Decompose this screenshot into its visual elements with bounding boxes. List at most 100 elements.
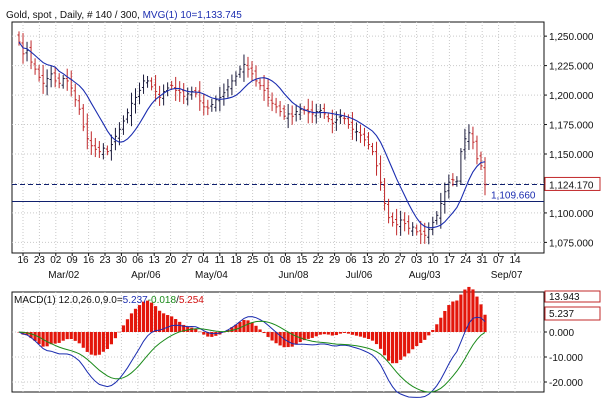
x-day-label: 14 bbox=[509, 255, 521, 266]
histogram-bar bbox=[109, 332, 113, 345]
histogram-bar bbox=[33, 332, 37, 341]
price-tick-label: 1,075.000 bbox=[549, 238, 594, 249]
ma-line bbox=[18, 41, 486, 229]
ohlc-bar bbox=[53, 66, 57, 88]
ohlc-bar bbox=[141, 74, 146, 94]
ohlc-bar bbox=[290, 105, 294, 125]
ohlc-bar bbox=[431, 216, 435, 236]
ohlc-bar bbox=[298, 103, 302, 121]
ohlc-bar bbox=[479, 151, 483, 171]
x-day-label: 23 bbox=[34, 255, 46, 266]
ohlc-bar bbox=[73, 83, 77, 107]
x-day-label: 31 bbox=[477, 255, 489, 266]
histogram-bar bbox=[415, 332, 419, 347]
ohlc-bar bbox=[57, 73, 61, 89]
histogram-bar bbox=[386, 332, 391, 361]
ohlc-bar bbox=[411, 222, 415, 237]
histogram-bar bbox=[81, 332, 85, 348]
ohlc-bar bbox=[234, 71, 238, 86]
ohlc-bar bbox=[354, 122, 359, 142]
histogram-bar bbox=[342, 332, 346, 333]
x-day-label: 25 bbox=[247, 255, 259, 266]
ohlc-bar bbox=[475, 135, 479, 165]
histogram-bar bbox=[475, 296, 479, 332]
histogram-bar bbox=[194, 329, 198, 332]
histogram-bar bbox=[306, 332, 310, 339]
histogram-bar bbox=[447, 305, 451, 332]
ohlc-bar bbox=[37, 64, 41, 82]
price-grid bbox=[12, 22, 544, 253]
histogram-bar bbox=[250, 322, 254, 332]
histogram-bar bbox=[69, 332, 73, 340]
current-price-label: 1,124.170 bbox=[549, 180, 594, 191]
histogram-bar bbox=[141, 301, 146, 332]
histogram-bar bbox=[37, 332, 41, 345]
histogram-bar bbox=[407, 332, 411, 354]
histogram-bar bbox=[85, 332, 89, 352]
histogram-bar bbox=[53, 332, 57, 344]
histogram-bar bbox=[310, 332, 314, 338]
ohlc-bar bbox=[471, 126, 475, 150]
histogram-bar bbox=[294, 332, 298, 345]
x-month-label: May/04 bbox=[195, 270, 228, 281]
ohlc-bar bbox=[403, 212, 407, 232]
x-day-label: 20 bbox=[165, 255, 177, 266]
ohlc-bar bbox=[109, 134, 113, 161]
histogram-bar bbox=[178, 321, 182, 332]
histogram-bar bbox=[270, 332, 274, 341]
histogram-bar bbox=[391, 332, 395, 364]
macd-y-axis: 0.000 -10.000 -20.000 13.943 5.237 bbox=[544, 290, 601, 389]
macd-tick-label: -20.000 bbox=[549, 378, 583, 389]
histogram-bar bbox=[455, 300, 459, 332]
x-day-label: 27 bbox=[181, 255, 193, 266]
histogram-bar bbox=[350, 332, 355, 335]
ohlc-bar bbox=[467, 124, 471, 150]
histogram-bar bbox=[286, 332, 290, 348]
ohlc-bar bbox=[342, 112, 346, 125]
x-day-label: 17 bbox=[444, 255, 456, 266]
histogram-bar bbox=[77, 332, 81, 344]
ohlc-bar bbox=[427, 222, 431, 245]
histogram-bar bbox=[121, 325, 126, 332]
ohlc-bar bbox=[278, 100, 282, 117]
ohlc-bar bbox=[117, 122, 122, 146]
histogram-bar bbox=[358, 332, 363, 337]
ohlc-bar bbox=[266, 79, 270, 107]
ohlc-bar bbox=[382, 178, 387, 211]
histogram-bar bbox=[318, 332, 322, 335]
ohlc-bar bbox=[262, 75, 266, 101]
ohlc-bar bbox=[350, 112, 355, 140]
ohlc-bar bbox=[415, 224, 419, 236]
histogram-bar bbox=[186, 326, 190, 332]
histogram-bar bbox=[439, 317, 443, 332]
ohlc-bar bbox=[230, 74, 234, 96]
price-tick-label: 1,250.000 bbox=[549, 32, 594, 43]
x-month-label: Jul/06 bbox=[346, 270, 373, 281]
histogram-bar bbox=[182, 324, 186, 332]
histogram-bar bbox=[399, 332, 403, 360]
x-day-label: 02 bbox=[50, 255, 62, 266]
ohlc-bar bbox=[145, 75, 150, 88]
macd-top-badge bbox=[544, 290, 601, 303]
ohlc-bar bbox=[153, 75, 158, 102]
ohlc-bar bbox=[85, 113, 89, 150]
ohlc-bar bbox=[459, 148, 463, 185]
x-day-label: 01 bbox=[263, 255, 275, 266]
histogram-bar bbox=[202, 332, 206, 335]
ohlc-bar bbox=[33, 58, 37, 75]
ohlc-bar bbox=[443, 182, 447, 214]
ohlc-bar bbox=[378, 155, 383, 191]
histogram-bar bbox=[302, 332, 306, 341]
ohlc-bar bbox=[222, 83, 226, 106]
ohlc-bar bbox=[61, 75, 65, 89]
ohlc-bar bbox=[206, 99, 210, 116]
ohlc-bar bbox=[186, 87, 190, 106]
ohlc-bar bbox=[435, 211, 439, 225]
price-tick-label: 1,150.000 bbox=[549, 150, 594, 161]
ohlc-bar bbox=[162, 84, 166, 106]
x-axis: 16 23 02 09 16 23 30 06 13 20 27 04 11 18 25 01 08 15 22 29… bbox=[17, 253, 523, 281]
histogram-bar bbox=[374, 332, 379, 345]
histogram-bar bbox=[463, 289, 467, 332]
macd-top-label: 13.943 bbox=[549, 292, 580, 303]
